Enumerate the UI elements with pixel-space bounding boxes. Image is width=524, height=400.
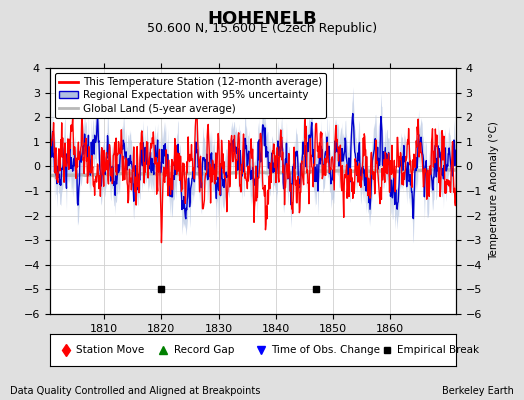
Text: Station Move: Station Move [76,345,145,355]
Text: HOHENELB: HOHENELB [207,10,317,28]
Legend: This Temperature Station (12-month average), Regional Expectation with 95% uncer: This Temperature Station (12-month avera… [55,73,326,118]
Text: Record Gap: Record Gap [173,345,234,355]
Text: Empirical Break: Empirical Break [397,345,479,355]
Text: Berkeley Earth: Berkeley Earth [442,386,514,396]
Y-axis label: Temperature Anomaly (°C): Temperature Anomaly (°C) [489,122,499,260]
Text: 50.600 N, 15.600 E (Czech Republic): 50.600 N, 15.600 E (Czech Republic) [147,22,377,35]
Text: Data Quality Controlled and Aligned at Breakpoints: Data Quality Controlled and Aligned at B… [10,386,261,396]
Text: Time of Obs. Change: Time of Obs. Change [271,345,380,355]
